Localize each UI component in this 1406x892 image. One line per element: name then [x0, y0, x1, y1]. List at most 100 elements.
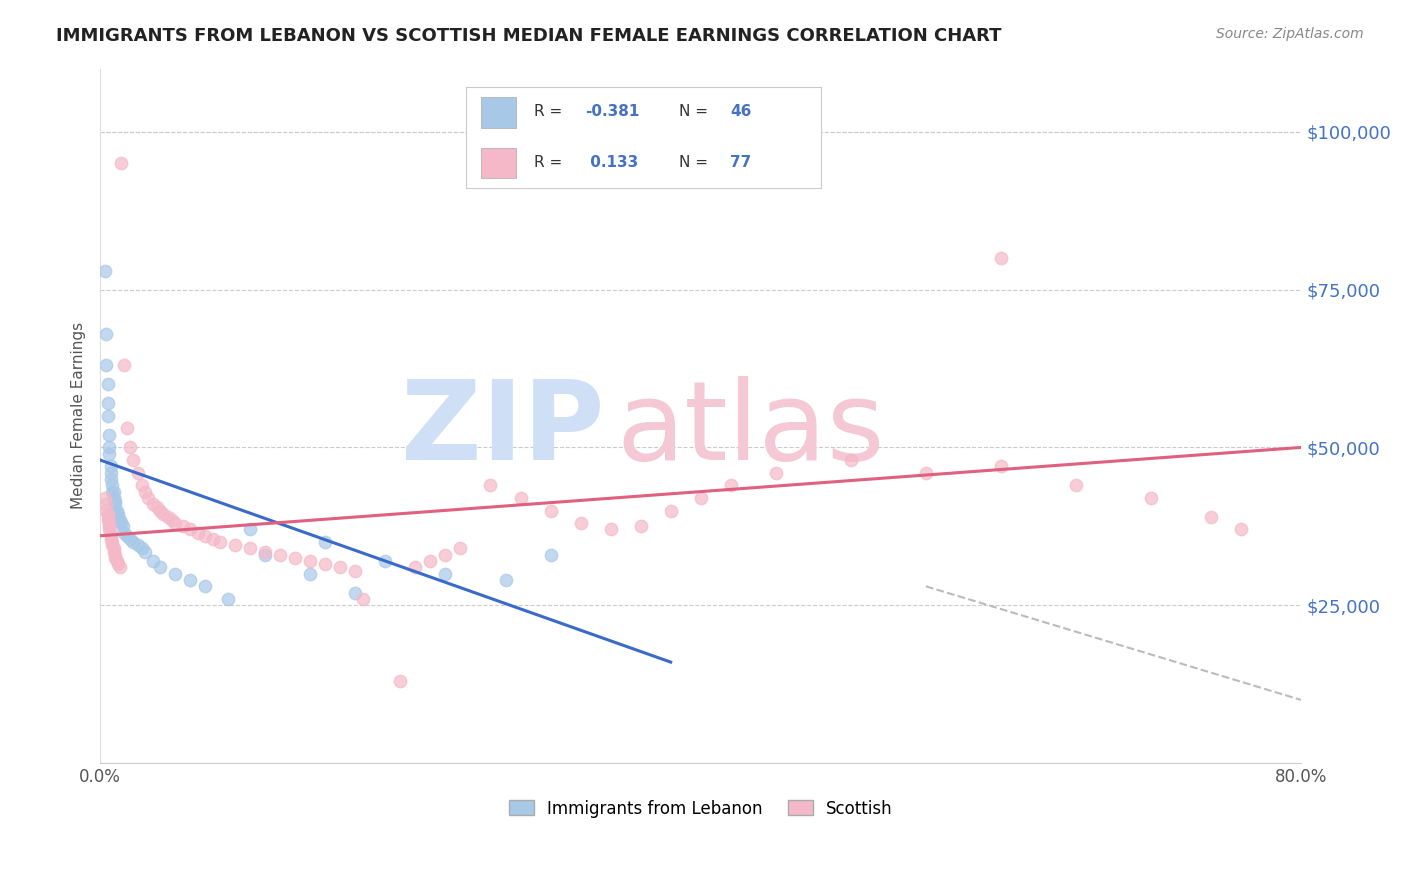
Y-axis label: Median Female Earnings: Median Female Earnings	[72, 322, 86, 509]
Point	[224, 538, 246, 552]
Point	[103, 541, 125, 556]
Point	[419, 554, 441, 568]
Point	[149, 560, 172, 574]
Point	[1140, 491, 1163, 505]
Point	[110, 516, 132, 531]
Point	[136, 491, 159, 505]
Point	[93, 491, 115, 505]
Point	[112, 359, 135, 373]
Point	[103, 491, 125, 505]
Point	[329, 560, 352, 574]
Point	[389, 673, 412, 688]
Text: Source: ZipAtlas.com: Source: ZipAtlas.com	[1216, 27, 1364, 41]
Point	[110, 156, 132, 170]
Point	[100, 532, 122, 546]
Text: atlas: atlas	[617, 376, 886, 483]
Point	[990, 459, 1012, 474]
Point	[142, 554, 165, 568]
Point	[344, 585, 367, 599]
Point	[179, 523, 201, 537]
Point	[97, 377, 120, 392]
Point	[94, 326, 117, 341]
Point	[97, 509, 120, 524]
Point	[765, 466, 787, 480]
Point	[101, 535, 124, 549]
Point	[122, 535, 145, 549]
Point	[98, 441, 121, 455]
Point	[434, 548, 457, 562]
Point	[93, 263, 115, 277]
Point	[239, 541, 262, 556]
Point	[94, 359, 117, 373]
Point	[108, 513, 131, 527]
Point	[217, 591, 239, 606]
Point	[105, 503, 128, 517]
Point	[630, 519, 652, 533]
Point	[209, 535, 232, 549]
Point	[101, 478, 124, 492]
Legend: Immigrants from Lebanon, Scottish: Immigrants from Lebanon, Scottish	[502, 793, 900, 824]
Point	[104, 550, 127, 565]
Point	[479, 478, 502, 492]
Point	[156, 509, 179, 524]
Point	[105, 554, 128, 568]
Point	[187, 525, 209, 540]
Point	[104, 497, 127, 511]
Point	[172, 519, 194, 533]
Point	[111, 519, 134, 533]
Point	[103, 484, 125, 499]
Point	[115, 421, 138, 435]
Point	[112, 525, 135, 540]
Point	[103, 544, 125, 558]
Point	[689, 491, 711, 505]
Point	[254, 544, 277, 558]
Point	[100, 466, 122, 480]
Point	[131, 541, 153, 556]
Point	[107, 509, 129, 524]
Point	[131, 478, 153, 492]
Point	[374, 554, 396, 568]
Point	[165, 566, 187, 581]
Point	[269, 548, 291, 562]
Point	[100, 525, 122, 540]
Point	[254, 548, 277, 562]
Point	[97, 396, 120, 410]
Point	[94, 497, 117, 511]
Point	[146, 500, 169, 515]
Point	[194, 579, 217, 593]
Point	[127, 466, 149, 480]
Point	[152, 507, 174, 521]
Point	[98, 519, 121, 533]
Point	[98, 447, 121, 461]
Point	[98, 523, 121, 537]
Point	[94, 503, 117, 517]
Point	[314, 535, 336, 549]
Point	[104, 494, 127, 508]
Point	[142, 497, 165, 511]
Point	[120, 532, 142, 546]
Point	[101, 538, 124, 552]
Point	[284, 550, 307, 565]
Point	[98, 516, 121, 531]
Point	[239, 523, 262, 537]
Point	[101, 484, 124, 499]
Point	[720, 478, 742, 492]
Text: ZIP: ZIP	[401, 376, 605, 483]
Point	[314, 558, 336, 572]
Point	[100, 529, 122, 543]
Point	[839, 453, 862, 467]
Point	[104, 548, 127, 562]
Point	[108, 560, 131, 574]
Point	[165, 516, 187, 531]
Point	[98, 427, 121, 442]
Point	[149, 503, 172, 517]
Point	[450, 541, 472, 556]
Point	[599, 523, 621, 537]
Point	[344, 564, 367, 578]
Point	[404, 560, 426, 574]
Point	[120, 441, 142, 455]
Point	[97, 409, 120, 423]
Point	[1064, 478, 1087, 492]
Point	[1199, 509, 1222, 524]
Point	[194, 529, 217, 543]
